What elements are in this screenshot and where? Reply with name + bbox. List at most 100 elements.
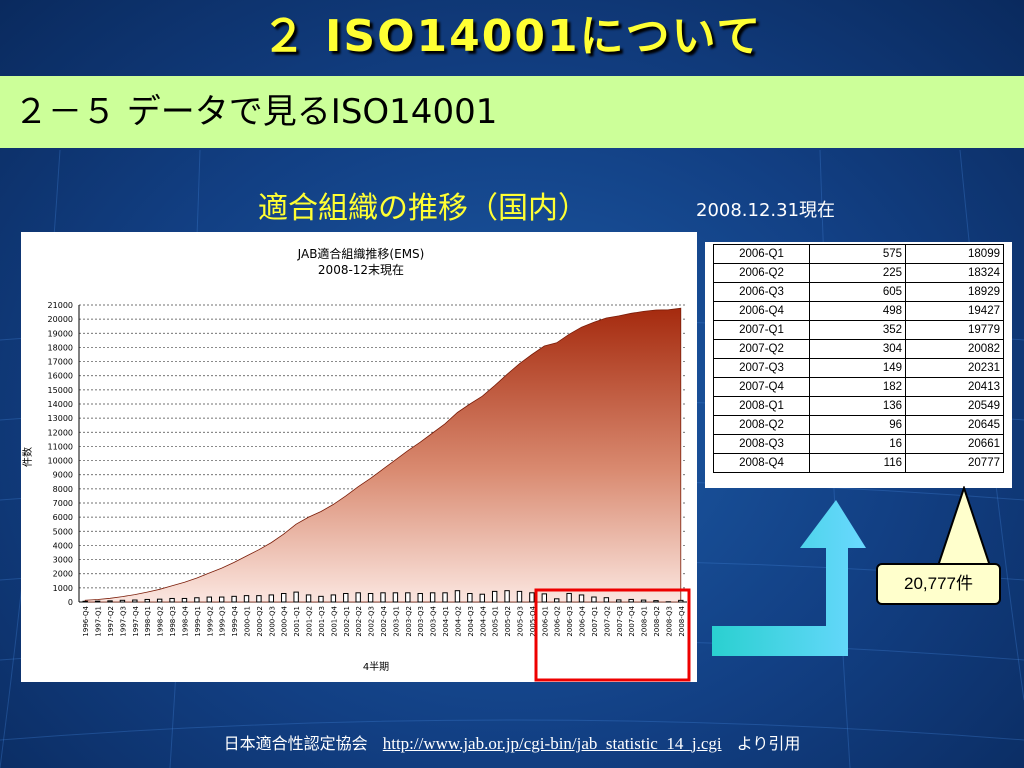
increase-bar xyxy=(169,597,175,603)
x-tick-label: 2005-Q4 xyxy=(529,605,537,636)
increase-bar xyxy=(181,597,188,603)
table-row: 2006-Q4 498 19427 xyxy=(713,301,1004,321)
y-tick-label: 13000 xyxy=(48,414,73,423)
total-cell: 18099 xyxy=(905,244,1004,264)
total-cell: 20777 xyxy=(905,453,1004,473)
x-tick-label: 2002-Q2 xyxy=(355,606,363,637)
increase-cell: 149 xyxy=(809,358,906,378)
increase-bar xyxy=(343,593,349,603)
increase-bar xyxy=(367,593,374,603)
increase-bar xyxy=(119,599,126,603)
quarter-cell: 2006-Q1 xyxy=(713,244,810,264)
callout-pointer xyxy=(936,486,992,567)
up-arrow xyxy=(712,500,866,656)
increase-bar xyxy=(603,597,610,603)
increase-bar xyxy=(504,590,510,603)
increase-bar xyxy=(231,595,237,603)
x-tick-label: 2004-Q3 xyxy=(467,606,475,637)
highlight-box xyxy=(534,588,691,682)
increase-cell: 182 xyxy=(809,377,906,397)
as-of-date: 2008.12.31現在 xyxy=(696,200,836,221)
x-tick-label: 1999-Q1 xyxy=(194,606,202,637)
x-tick-label: 2000-Q3 xyxy=(268,606,276,637)
y-tick-label: 1000 xyxy=(53,584,73,593)
increase-bar xyxy=(616,599,622,603)
increase-bar xyxy=(566,592,572,603)
table-row: 2006-Q1 575 18099 xyxy=(713,244,1004,264)
increase-bar xyxy=(678,599,684,603)
x-tick-label: 2007-Q2 xyxy=(603,606,611,637)
increase-bar xyxy=(218,596,225,603)
x-tick-label: 1997-Q2 xyxy=(107,606,115,637)
increase-bar xyxy=(591,596,597,603)
increase-bar xyxy=(318,595,324,603)
slide-subtitle: ２－５ データで見るISO14001 xyxy=(14,92,498,132)
increase-bar xyxy=(392,592,399,603)
quarter-cell: 2007-Q4 xyxy=(713,377,810,397)
x-tick-label: 1997-Q4 xyxy=(132,605,140,636)
increase-bar xyxy=(467,593,473,603)
table-row: 2007-Q3 149 20231 xyxy=(713,358,1004,378)
x-tick-label: 2005-Q1 xyxy=(492,606,500,637)
x-tick-label: 2005-Q2 xyxy=(504,606,512,637)
table-row: 2006-Q3 605 18929 xyxy=(713,282,1004,302)
total-cell: 20645 xyxy=(905,415,1004,435)
table-row: 2007-Q1 352 19779 xyxy=(713,320,1004,340)
total-cell: 20231 xyxy=(905,358,1004,378)
increase-bar xyxy=(82,600,88,603)
table-row: 2008-Q4 116 20777 xyxy=(713,453,1004,473)
y-tick-label: 0 xyxy=(68,598,73,607)
y-tick-label: 19000 xyxy=(48,329,73,338)
source-org: 日本適合性認定協会 xyxy=(223,734,368,753)
x-tick-label: 1998-Q3 xyxy=(169,606,177,637)
x-tick-label: 2000-Q2 xyxy=(256,606,264,637)
y-tick-label: 2000 xyxy=(53,570,73,579)
increase-bar xyxy=(554,598,560,603)
subtitle-bar: ２－５ データで見るISO14001 xyxy=(0,76,1024,148)
y-tick-label: 20000 xyxy=(48,315,73,324)
y-tick-label: 9000 xyxy=(53,471,73,480)
increase-bar xyxy=(256,595,262,603)
y-tick-label: 16000 xyxy=(48,372,73,381)
increase-bar xyxy=(442,592,448,603)
x-tick-label: 2006-Q3 xyxy=(566,606,574,637)
x-tick-label: 1997-Q1 xyxy=(95,606,103,637)
table-row: 2007-Q2 304 20082 xyxy=(713,339,1004,359)
total-cell: 19427 xyxy=(905,301,1004,321)
source-suffix: より引用 xyxy=(736,734,801,753)
x-axis-label: 4半期 xyxy=(363,660,389,673)
quarter-cell: 2006-Q3 xyxy=(713,282,810,302)
increase-cell: 96 xyxy=(809,415,906,435)
increase-bar xyxy=(417,593,423,603)
increase-bar xyxy=(578,594,585,603)
chart-subtitle: 2008-12末現在 xyxy=(318,263,404,277)
x-tick-label: 2001-Q3 xyxy=(318,606,326,637)
source-link[interactable]: http://www.jab.or.jp/cgi-bin/jab_statist… xyxy=(382,734,722,753)
increase-bar xyxy=(268,594,275,603)
x-tick-label: 2006-Q4 xyxy=(579,605,587,636)
chart-panel: JAB適合組織推移(EMS) 2008-12末現在 件数 4半期 0 1000 20… xyxy=(21,232,697,682)
increase-bar xyxy=(529,592,535,603)
x-tick-label: 2007-Q4 xyxy=(628,605,636,636)
total-cell: 19779 xyxy=(905,320,1004,340)
x-tick-label: 1998-Q2 xyxy=(157,606,165,637)
y-tick-label: 3000 xyxy=(53,556,73,565)
x-tick-label: 2007-Q3 xyxy=(616,606,624,637)
quarter-cell: 2007-Q1 xyxy=(713,320,810,340)
y-tick-label: 4000 xyxy=(53,541,73,550)
quarter-cell: 2008-Q4 xyxy=(713,453,810,473)
increase-bar xyxy=(541,593,548,603)
quarterly-table: 2006-Q1 575 18099 2006-Q2 225 18324 2006-Q3 605… xyxy=(713,244,1004,473)
quarter-cell: 2008-Q3 xyxy=(713,434,810,454)
increase-bar xyxy=(144,598,150,603)
increase-bar xyxy=(479,593,485,603)
increase-bar xyxy=(491,590,498,603)
quarter-cell: 2008-Q2 xyxy=(713,415,810,435)
increase-bar xyxy=(380,592,386,603)
cumulative-area xyxy=(84,307,682,603)
increase-bar xyxy=(206,596,212,603)
x-tick-label: 1996-Q4 xyxy=(82,605,90,636)
increase-bar xyxy=(107,600,113,603)
y-tick-label: 17000 xyxy=(48,358,73,367)
x-tick-label: 2008-Q3 xyxy=(665,606,673,637)
